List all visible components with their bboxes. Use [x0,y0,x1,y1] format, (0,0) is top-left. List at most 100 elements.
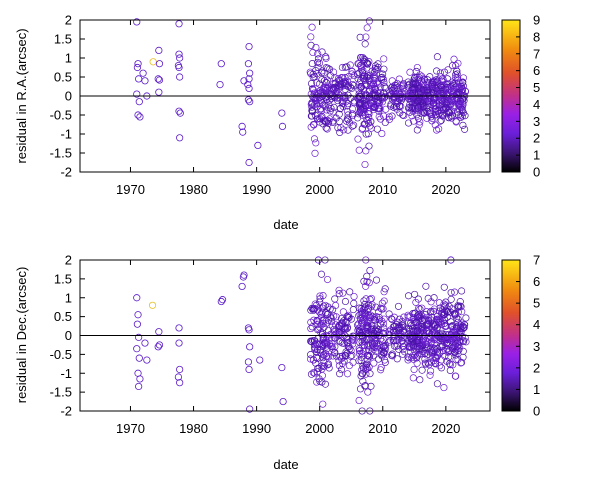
dec-cluster-point [360,297,368,305]
dec-data-point [136,375,144,383]
ra-cluster-point [316,99,324,107]
dec-cluster-point [350,292,358,301]
ra-cluster-point [439,110,447,118]
ra-data-point [217,60,225,68]
dec-cluster-point [381,345,389,353]
ra-cluster-point [400,112,408,120]
ra-cluster-point [448,78,456,86]
dec-cluster-point [361,381,369,390]
dec-cluster-point [313,316,321,324]
ra-cluster-point [413,97,421,106]
ra-cluster-point [436,69,444,77]
dec-cluster-point [360,347,368,355]
ra-data-point [135,98,143,106]
dec-cluster-point [313,378,321,386]
ra-data-point [245,75,253,83]
dec-cluster-point [414,295,422,303]
dec-cluster-point [413,327,421,336]
ra-cluster-point [435,125,443,133]
dec-cluster-point [356,311,364,319]
ra-data-point [155,88,163,96]
dec-cluster-point [406,343,414,351]
ra-colorbar-tick-label: 7 [533,46,540,61]
dec-cluster-point [329,345,337,353]
dec-data-point [135,354,143,362]
ra-cluster-point [343,77,352,85]
ra-cluster-point [426,107,434,115]
dec-cluster-point [316,298,324,306]
dec-cluster-point [424,313,433,322]
ra-cluster-point [318,69,326,77]
dec-cluster-point [399,346,407,354]
ra-cluster-point [439,76,447,84]
ra-data-point [254,141,262,149]
dec-cluster-point [424,294,432,302]
dec-cluster-point [380,350,388,358]
dec-cluster-point [385,310,393,318]
ra-cluster-point [377,74,385,82]
ra-cluster-point [361,40,369,48]
ra-cluster-point [395,102,404,110]
dec-cluster-point [449,361,457,369]
ra-cluster-point [377,115,385,123]
dec-cluster-point [456,298,464,306]
dec-cluster-point [446,366,454,375]
dec-cluster-point [364,388,372,396]
dec-cluster-point [454,315,462,323]
ra-cluster-point [437,116,445,124]
ra-cluster-point [362,33,370,41]
dec-cluster-point [307,351,315,359]
ra-cluster-point [367,124,375,132]
ra-cluster-point [380,55,388,63]
dec-cluster-point [343,370,352,378]
ra-cluster-point [361,111,369,119]
dec-y-tick-label: -2 [60,404,72,419]
dec-cluster-point [359,370,367,378]
ra-cluster-point [315,87,324,95]
ra-cluster-point [348,122,356,130]
ra-cluster-point [457,111,465,119]
ra-cluster-point [341,63,349,71]
ra-cluster-point [448,107,456,115]
ra-cluster-point [414,114,422,122]
dec-cluster-point [436,348,444,356]
dec-cluster-point [375,308,383,316]
dec-cluster-point [355,350,364,358]
dec-cluster-point [451,347,459,356]
ra-cluster-point [391,102,399,110]
dec-cluster-point [378,299,386,307]
ra-cluster-point [362,147,370,155]
dec-cluster-point [322,352,330,360]
ra-cluster-point [373,125,381,133]
ra-cluster-point [355,94,363,102]
dec-cluster-point [326,331,334,339]
ra-cluster-point [443,91,451,99]
dec-cluster-point [455,333,463,341]
dec-cluster-point [370,359,378,367]
dec-cluster-point [360,305,368,313]
dec-cluster-point [433,323,441,332]
ra-data-point [176,109,184,117]
dec-cluster-point [318,331,326,339]
ra-data-point [136,113,144,121]
ra-cluster-point [359,54,367,62]
dec-cluster-point [367,382,375,390]
dec-cluster-point [337,366,346,374]
ra-x-tick-label: 1990 [242,182,271,197]
ra-cluster-point [452,74,460,82]
ra-cluster-point [337,124,345,132]
ra-data-point [244,96,253,104]
ra-cluster-point [310,121,318,129]
ra-cluster-point [452,71,460,79]
ra-cluster-point [441,108,449,116]
dec-cluster-point [456,325,464,333]
ra-cluster-point [320,83,328,91]
ra-data-point [133,63,141,72]
ra-cluster-point [370,74,378,82]
ra-cluster-point [350,82,358,90]
dec-cluster-point [350,299,358,307]
ra-cluster-point [452,80,460,88]
dec-cluster-point [380,288,388,296]
ra-cluster-point [350,121,358,129]
ra-cluster-point [430,77,438,85]
